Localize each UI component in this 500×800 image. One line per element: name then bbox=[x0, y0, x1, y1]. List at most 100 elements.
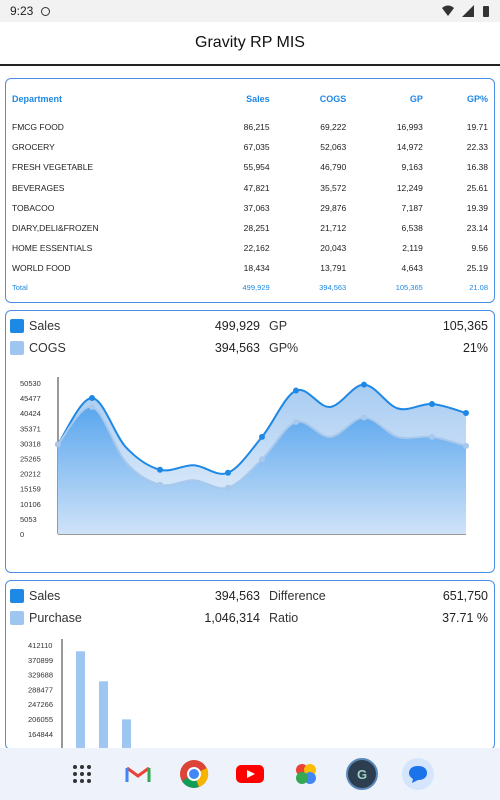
photos-icon[interactable] bbox=[290, 758, 322, 790]
purchase-legend-swatch bbox=[10, 611, 24, 625]
table-row[interactable]: TOBACOO 37,063 29,876 7,187 19.39 bbox=[6, 198, 494, 218]
header-gp-percent: GP% bbox=[466, 94, 488, 104]
gp-value: 105,365 bbox=[442, 319, 488, 333]
cell-cogs: 21,712 bbox=[320, 223, 347, 234]
cell-department: GROCERY bbox=[12, 142, 55, 153]
gp-label: GP bbox=[269, 319, 288, 333]
point-cogs bbox=[463, 442, 469, 449]
y-tick-label: 15159 bbox=[20, 485, 41, 494]
status-time: 9:23 bbox=[10, 4, 34, 18]
sales-purchase-bar-chart: 412110 370899 329688 288477 247266 206055 1648… bbox=[28, 639, 131, 749]
table-row[interactable]: BEVERAGES 47,821 35,572 12,249 25.61 bbox=[6, 178, 494, 198]
gp-percent-label: GP% bbox=[269, 341, 299, 355]
difference-label: Difference bbox=[269, 589, 326, 603]
y-tick-label: 5053 bbox=[20, 515, 37, 524]
point-cogs bbox=[89, 403, 95, 410]
y-tick-label: 247266 bbox=[28, 700, 53, 709]
cell-gp: 14,972 bbox=[396, 142, 423, 153]
y-tick-label: 10106 bbox=[20, 500, 41, 509]
cell-gp-percent: 25.19 bbox=[466, 263, 488, 274]
table-row[interactable]: FRESH VEGETABLE 55,954 46,790 9,163 16.38 bbox=[6, 157, 494, 177]
youtube-icon[interactable] bbox=[234, 758, 266, 790]
y-tick-label: 30318 bbox=[20, 439, 41, 448]
header-gp: GP bbox=[409, 94, 423, 104]
table-row[interactable]: HOME ESSENTIALS 22,162 20,043 2,119 9.56 bbox=[6, 238, 494, 258]
point-cogs bbox=[225, 484, 231, 491]
cell-sales: 28,251 bbox=[243, 223, 270, 234]
cell-cogs: 35,572 bbox=[320, 182, 347, 193]
cell-department: DIARY,DELI&FROZEN bbox=[12, 223, 99, 234]
y-tick-label: 20212 bbox=[20, 470, 41, 479]
cell-department: FMCG FOOD bbox=[12, 122, 64, 133]
header-department: Department bbox=[12, 94, 63, 104]
y-tick-label: 329688 bbox=[28, 671, 53, 680]
point-sales bbox=[361, 381, 367, 388]
y-tick-label: 35371 bbox=[20, 424, 41, 433]
y-tick-label: 370899 bbox=[28, 656, 53, 665]
cell-gp: 2,119 bbox=[402, 243, 423, 254]
sales-label: Sales bbox=[29, 589, 61, 603]
cogs-value: 394,563 bbox=[214, 341, 260, 355]
sales-label: Sales bbox=[29, 319, 61, 333]
table-spacer bbox=[6, 107, 494, 117]
point-sales bbox=[429, 401, 435, 408]
table-row[interactable]: GROCERY 67,035 52,063 14,972 22.33 bbox=[6, 137, 494, 157]
gmail-icon[interactable] bbox=[122, 758, 154, 790]
cell-department: BEVERAGES bbox=[12, 182, 65, 193]
cogs-legend-swatch bbox=[10, 341, 24, 355]
y-tick-label: 288477 bbox=[28, 685, 53, 694]
purchase-summary: Sales 394,563 Difference 651,750 Purchas… bbox=[6, 581, 494, 629]
cell-sales: 67,035 bbox=[243, 142, 270, 153]
point-cogs bbox=[55, 441, 61, 448]
point-cogs bbox=[293, 418, 299, 425]
y-tick-label: 50530 bbox=[20, 379, 41, 388]
y-tick-label: 412110 bbox=[28, 641, 52, 650]
table-row[interactable]: DIARY,DELI&FROZEN 28,251 21,712 6,538 23.14 bbox=[6, 218, 494, 238]
cell-gp-percent: 25.61 bbox=[466, 182, 488, 193]
point-cogs bbox=[361, 414, 367, 421]
cell-sales: 55,954 bbox=[243, 162, 270, 173]
ratio-label: Ratio bbox=[269, 611, 299, 625]
messages-icon[interactable] bbox=[402, 758, 434, 790]
cell-sales: 47,821 bbox=[243, 182, 270, 193]
cell-gp-percent: 23.14 bbox=[466, 223, 488, 234]
cell-cogs: 69,222 bbox=[320, 122, 347, 133]
cell-gp-percent: 16.38 bbox=[466, 162, 488, 173]
difference-value: 651,750 bbox=[442, 589, 488, 603]
chrome-icon[interactable] bbox=[178, 758, 210, 790]
app-bar: Gravity RP MIS bbox=[0, 22, 500, 66]
y-tick-label: 25265 bbox=[20, 455, 41, 464]
point-cogs bbox=[157, 481, 163, 488]
table-row[interactable]: WORLD FOOD 18,434 13,791 4,643 25.19 bbox=[6, 258, 494, 278]
sales-cogs-card: Sales 499,929 GP 105,365 COGS 394,563 GP… bbox=[5, 310, 495, 573]
department-table-card: Department Sales COGS GP GP% FMCG FOOD 86… bbox=[5, 78, 495, 303]
cell-cogs: 46,790 bbox=[320, 162, 347, 173]
area-cogs bbox=[58, 406, 466, 534]
cell-gp-percent: 22.33 bbox=[466, 142, 488, 153]
y-tick-label: 0 bbox=[20, 530, 24, 539]
gravity-icon[interactable]: G bbox=[346, 758, 378, 790]
cell-cogs: 52,063 bbox=[320, 142, 347, 153]
cell-sales: 86,215 bbox=[243, 122, 270, 133]
cell-department: WORLD FOOD bbox=[12, 263, 71, 274]
apps-icon[interactable] bbox=[66, 758, 98, 790]
table-row[interactable]: FMCG FOOD 86,215 69,222 16,993 19.71 bbox=[6, 117, 494, 137]
cell-gp: 9,163 bbox=[401, 162, 423, 173]
header-cogs: COGS bbox=[319, 94, 347, 104]
bar bbox=[122, 719, 131, 749]
sales-cogs-area-chart: 5053045477404243537130318252652021215159… bbox=[20, 377, 469, 539]
sales-legend-swatch bbox=[10, 319, 24, 333]
y-tick-label: 206055 bbox=[28, 715, 53, 724]
cell-cogs: 13,791 bbox=[320, 263, 347, 274]
table-header-row: Department Sales COGS GP GP% bbox=[6, 91, 494, 107]
sales-value: 499,929 bbox=[214, 319, 260, 333]
y-tick-label: 164844 bbox=[28, 730, 53, 739]
point-sales bbox=[89, 395, 95, 402]
cell-gp-percent: 9.56 bbox=[471, 243, 488, 254]
cell-gp: 16,993 bbox=[396, 122, 423, 133]
point-sales bbox=[293, 387, 299, 394]
point-sales bbox=[463, 409, 469, 416]
bar bbox=[76, 651, 85, 749]
cell-gp-percent: 19.39 bbox=[466, 202, 488, 213]
cell-gp: 6,538 bbox=[401, 223, 423, 234]
